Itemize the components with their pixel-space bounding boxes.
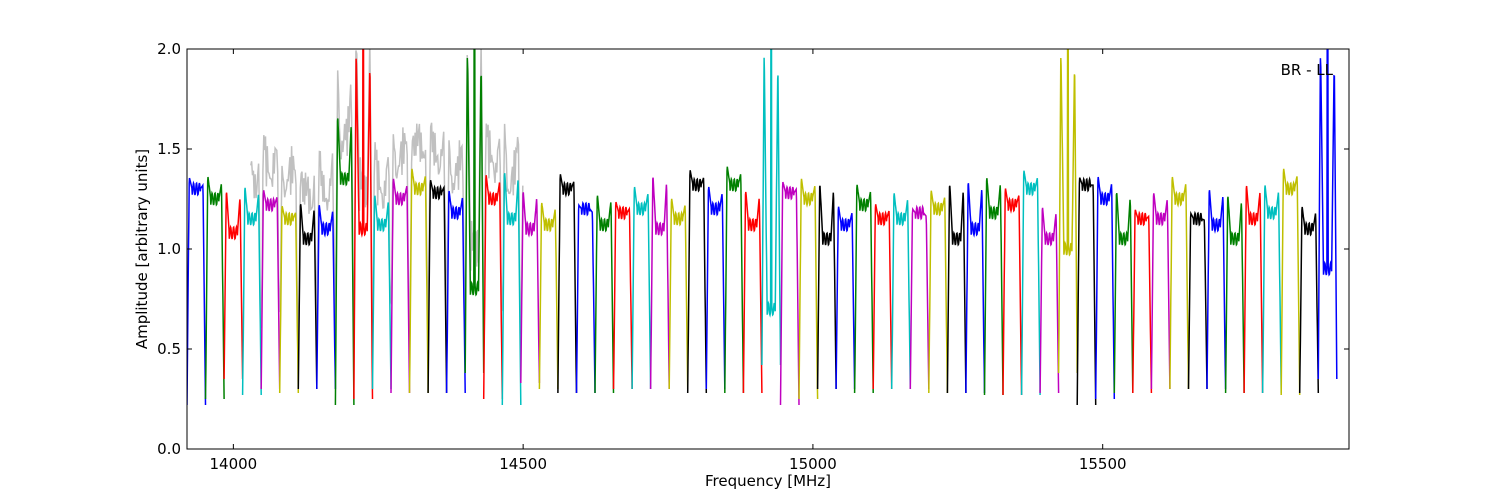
channel-line-14528 bbox=[538, 202, 559, 390]
channel-line-15008 bbox=[816, 185, 837, 390]
channel-line-14272 bbox=[390, 178, 411, 394]
channel-line-14752 bbox=[668, 198, 689, 390]
x-tick-label-15000: 15000 bbox=[789, 455, 837, 473]
channel-line-14176 bbox=[334, 118, 355, 406]
channel-line-15200 bbox=[928, 190, 949, 394]
channel-line-14784 bbox=[686, 170, 708, 394]
channel-line-14400 bbox=[464, 49, 485, 374]
channel-line-14048 bbox=[260, 190, 281, 390]
channel-line-15456 bbox=[1076, 176, 1097, 406]
channel-line-14080 bbox=[278, 206, 300, 394]
channel-line-13920 bbox=[187, 177, 207, 406]
channel-line-13952 bbox=[204, 176, 225, 400]
channel-line-15520 bbox=[1113, 193, 1134, 394]
channel-line-14016 bbox=[241, 187, 262, 396]
chart-annotation: BR - LL bbox=[1281, 61, 1334, 79]
axis-ticks: 14000 14500 15000 15500 0.0 0.5 1.0 1.5 2.0 bbox=[157, 40, 1349, 473]
channel-line-15680 bbox=[1206, 190, 1227, 390]
y-tick-label-1: 1.0 bbox=[157, 240, 181, 258]
channel-line-14912 bbox=[761, 49, 782, 366]
channel-line-14944 bbox=[779, 181, 800, 406]
channel-line-15424 bbox=[1057, 49, 1078, 374]
channel-line-14144 bbox=[316, 205, 337, 390]
channel-line-14112 bbox=[297, 204, 318, 390]
channel-line-15808 bbox=[1280, 168, 1301, 396]
channel-line-15584 bbox=[1150, 193, 1171, 390]
channel-line-15488 bbox=[1094, 176, 1116, 400]
channel-line-15552 bbox=[1132, 209, 1153, 394]
y-tick-label-1.5: 1.5 bbox=[157, 140, 181, 158]
channel-line-14720 bbox=[649, 177, 670, 390]
channel-line-14304 bbox=[408, 168, 429, 394]
channel-line-15328 bbox=[1002, 188, 1023, 396]
channel-line-14432 bbox=[482, 175, 504, 400]
y-tick-label-0.5: 0.5 bbox=[157, 340, 181, 358]
channel-line-14656 bbox=[612, 201, 633, 390]
channel-line-15296 bbox=[983, 178, 1004, 396]
channel-line-15136 bbox=[890, 193, 912, 390]
channel-line-14624 bbox=[594, 195, 615, 394]
y-tick-label-0: 0.0 bbox=[157, 440, 181, 458]
channel-line-15712 bbox=[1224, 196, 1245, 394]
x-tick-label-15500: 15500 bbox=[1079, 455, 1127, 473]
y-axis-label: Amplitude [arbitrary units] bbox=[133, 149, 151, 349]
channel-line-14336 bbox=[427, 180, 448, 394]
axes-frame bbox=[186, 48, 1350, 450]
channel-line-15360 bbox=[1020, 170, 1041, 396]
channel-line-15392 bbox=[1039, 207, 1060, 394]
channel-line-14368 bbox=[445, 190, 466, 394]
channel-line-15776 bbox=[1261, 185, 1282, 394]
channel-line-15744 bbox=[1243, 185, 1264, 394]
channel-line-14976 bbox=[798, 178, 819, 400]
channel-line-15616 bbox=[1169, 176, 1190, 390]
channel-line-15840 bbox=[1298, 206, 1320, 394]
channel-line-14240 bbox=[371, 195, 392, 390]
x-axis-label: Frequency [MHz] bbox=[705, 472, 831, 490]
channel-line-15072 bbox=[853, 184, 874, 394]
channel-line-14592 bbox=[575, 200, 596, 394]
x-tick-label-14000: 14000 bbox=[210, 455, 258, 473]
channel-line-14816 bbox=[705, 186, 726, 390]
channel-line-15872 bbox=[1317, 49, 1338, 380]
channel-line-14880 bbox=[742, 191, 763, 394]
rfi-background-trace bbox=[250, 49, 524, 370]
x-tick-label-14500: 14500 bbox=[499, 455, 547, 473]
y-tick-label-2: 2.0 bbox=[157, 40, 181, 58]
channel-line-14208 bbox=[353, 49, 374, 400]
channel-line-13984 bbox=[223, 192, 244, 380]
channel-line-15264 bbox=[965, 183, 986, 394]
channel-line-14496 bbox=[520, 192, 541, 384]
channel-line-15648 bbox=[1187, 210, 1208, 390]
channel-line-15040 bbox=[835, 206, 856, 390]
channel-line-15232 bbox=[946, 185, 967, 394]
channel-line-14688 bbox=[631, 186, 652, 390]
channel-line-14464 bbox=[501, 173, 522, 406]
channel-line-15168 bbox=[909, 204, 930, 390]
channel-line-14560 bbox=[557, 174, 578, 394]
channel-lines bbox=[187, 49, 1338, 406]
channel-line-14848 bbox=[724, 166, 745, 394]
channel-line-15104 bbox=[872, 204, 893, 390]
